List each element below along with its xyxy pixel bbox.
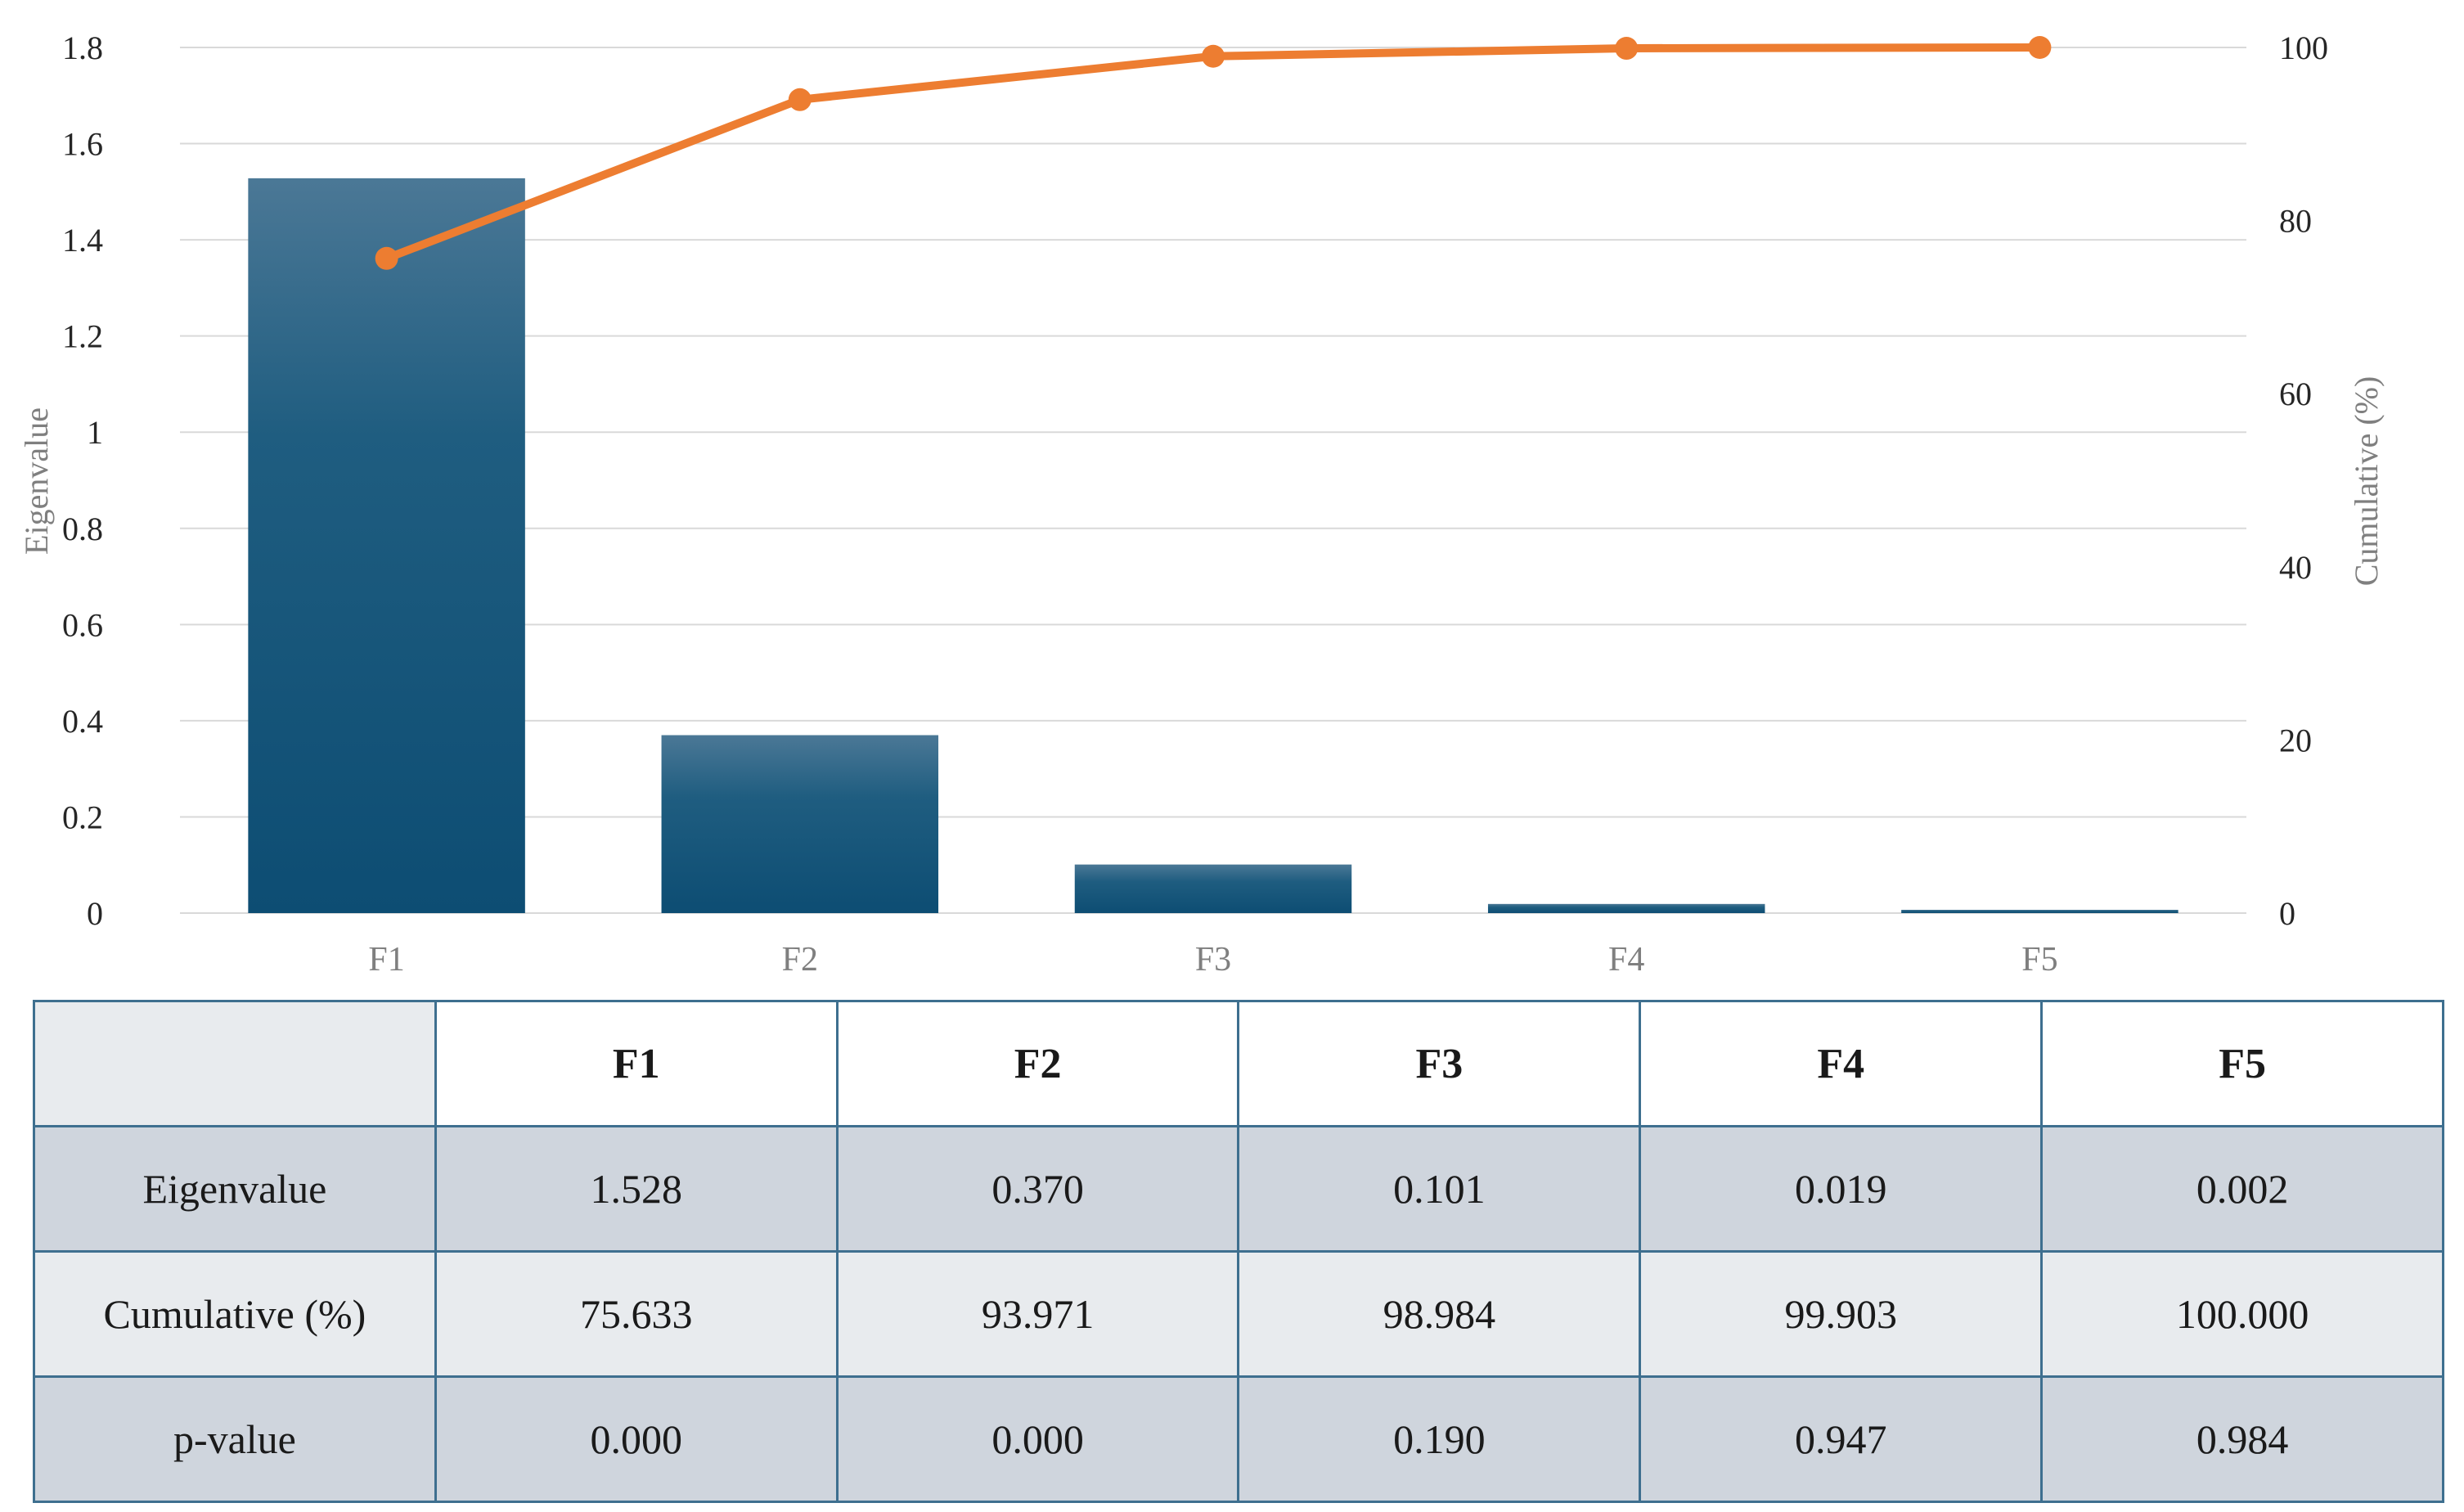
scree-chart: 00.20.40.60.811.21.41.61.8 020406080100 …	[18, 29, 2385, 979]
line-point	[2028, 36, 2052, 59]
table-header-cell: F5	[2040, 1000, 2444, 1127]
line-point	[1202, 44, 1225, 68]
line-point	[375, 246, 398, 270]
y2-tick-label: 80	[2279, 203, 2312, 240]
bar	[661, 735, 939, 913]
table-cell: 0.101	[1237, 1125, 1642, 1253]
table-cell: 75.633	[434, 1250, 839, 1378]
y-tick-label: 1.8	[62, 29, 103, 66]
bar	[1901, 910, 2178, 913]
table-header-row: F1 F2 F3 F4 F5	[33, 1000, 2444, 1127]
left-axis-ticks: 0 0.2 0.4 0.6 0.8 1 1.2 1.4 1.6 1.8	[62, 29, 103, 932]
table-cell: 1.528	[434, 1125, 839, 1253]
line-point	[1615, 37, 1639, 61]
y2-tick-label: 0	[2279, 895, 2295, 932]
x-tick-label: F5	[2021, 941, 2057, 979]
table-cell: 0.370	[835, 1125, 1240, 1253]
table-cell: 98.984	[1237, 1250, 1642, 1378]
row-label: Eigenvalue	[33, 1125, 437, 1253]
table-header-cell: F2	[835, 1000, 1240, 1127]
bar	[1487, 903, 1765, 913]
bar	[1074, 864, 1352, 913]
y-tick-label: 0.2	[62, 799, 103, 835]
y-tick-label: 1.6	[62, 126, 103, 163]
x-tick-label: F1	[368, 941, 404, 979]
y-tick-label: 1	[87, 414, 103, 451]
y-tick-label: 1.4	[62, 222, 103, 259]
x-axis-ticks: F1 F2 F3 F4 F5	[368, 941, 2057, 979]
table-header-cell: F3	[1237, 1000, 1642, 1127]
eigenvalue-table: F1 F2 F3 F4 F5 Eigenvalue 1.528 0.370 0.…	[33, 1000, 2444, 1503]
cumulative-polyline	[382, 43, 2044, 263]
y-tick-label: 0.6	[62, 606, 103, 643]
table-corner-cell	[33, 1000, 437, 1127]
y2-tick-label: 100	[2279, 29, 2328, 66]
eigenvalue-bars	[248, 178, 2178, 913]
cumulative-line	[375, 36, 2052, 270]
table-header-cell: F1	[434, 1000, 839, 1127]
table-header-cell: F4	[1639, 1000, 2044, 1127]
row-label: p-value	[33, 1375, 437, 1503]
y-tick-label: 0.8	[62, 511, 103, 547]
table-cell: 0.002	[2040, 1125, 2444, 1253]
y-tick-label: 0	[87, 895, 103, 932]
y2-tick-label: 40	[2279, 549, 2312, 586]
line-point	[788, 88, 812, 111]
table-row: p-value 0.000 0.000 0.190 0.947 0.984	[33, 1375, 2444, 1503]
bar	[248, 178, 525, 913]
right-axis-ticks: 0 20 40 60 80 100	[2279, 29, 2328, 932]
table-cell: 0.000	[835, 1375, 1240, 1503]
table-cell: 0.984	[2040, 1375, 2444, 1503]
row-label: Cumulative (%)	[33, 1250, 437, 1378]
table-cell: 100.000	[2040, 1250, 2444, 1378]
y2-tick-label: 20	[2279, 722, 2312, 758]
table-cell: 0.000	[434, 1375, 839, 1503]
table-cell: 0.947	[1639, 1375, 2044, 1503]
x-tick-label: F2	[782, 941, 818, 979]
y2-tick-label: 60	[2279, 376, 2312, 412]
y-tick-label: 0.4	[62, 703, 103, 740]
y-axis-title: Eigenvalue	[18, 407, 55, 555]
y-tick-label: 1.2	[62, 318, 103, 355]
y2-axis-title: Cumulative (%)	[2348, 376, 2385, 587]
table-row: Cumulative (%) 75.633 93.971 98.984 99.9…	[33, 1250, 2444, 1378]
table-cell: 0.019	[1639, 1125, 2044, 1253]
table-row: Eigenvalue 1.528 0.370 0.101 0.019 0.002	[33, 1125, 2444, 1253]
table-cell: 0.190	[1237, 1375, 1642, 1503]
x-tick-label: F4	[1608, 941, 1644, 979]
x-tick-label: F3	[1195, 941, 1231, 979]
table-cell: 99.903	[1639, 1250, 2044, 1378]
table-cell: 93.971	[835, 1250, 1240, 1378]
